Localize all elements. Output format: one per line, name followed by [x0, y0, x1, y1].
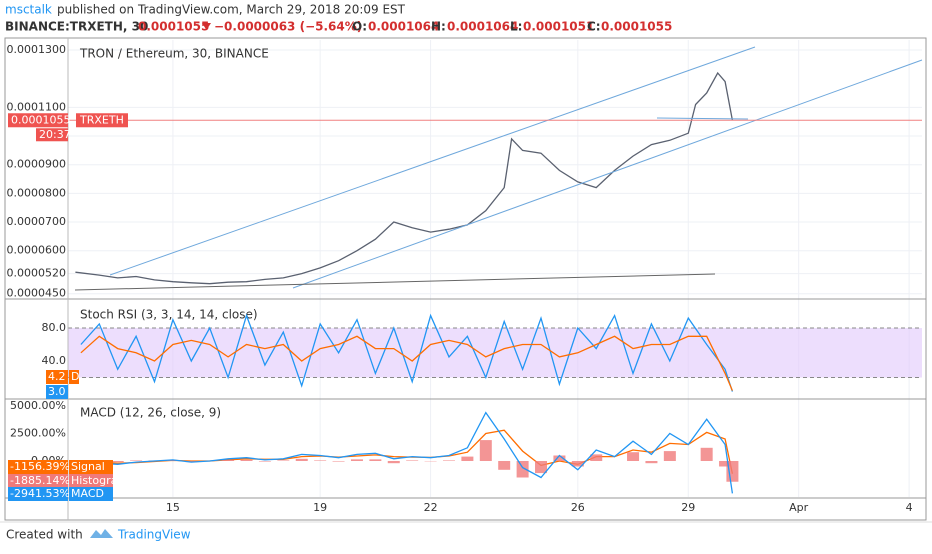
last-price: 0.0001055 — [138, 20, 209, 34]
channel-upper — [110, 47, 755, 275]
histogram-bar — [388, 461, 400, 463]
last-value-label: 3.0 — [48, 385, 66, 398]
plot: 1519222629Apr40.00013000.00011000000.000… — [5, 38, 926, 520]
panel-title: MACD (12, 26, close, 9) — [80, 406, 221, 420]
low: 0.0001051 — [523, 20, 594, 34]
close: 0.0001055 — [601, 20, 672, 34]
histogram-bar — [369, 459, 381, 461]
y-tick-label: 2500.00% — [10, 426, 66, 439]
y-tick-label: 0.0000800 — [7, 186, 67, 199]
y-tick-label: 5000.00% — [10, 399, 66, 412]
histogram-bar — [130, 460, 142, 461]
histogram-bar — [314, 460, 326, 461]
countdown-label: 20:37 — [39, 128, 71, 141]
x-tick-label: 26 — [571, 501, 585, 514]
histogram-bar — [296, 459, 308, 461]
symbol: BINANCE:TRXETH, 30 — [5, 20, 148, 34]
last-value-label: -1885.14% — [10, 474, 70, 487]
change: −0.0000063 (−5.64%) — [214, 20, 362, 34]
y-tick-label: 0.0000520 — [7, 267, 67, 280]
legend-name: Signal — [71, 460, 105, 473]
histogram-bar — [498, 461, 510, 470]
frame — [5, 38, 926, 520]
histogram-bar — [443, 460, 455, 461]
logo — [90, 529, 113, 538]
x-tick-label: 15 — [166, 501, 180, 514]
y-tick-label: 40.0 — [42, 354, 67, 367]
y-tick-label: 0.0000700 — [7, 215, 67, 228]
panel-title: TRON / Ethereum, 30, BINANCE — [79, 47, 269, 61]
histogram-bar — [461, 457, 473, 461]
y-tick-label: 0.0000600 — [7, 244, 67, 257]
brand[interactable]: TradingView — [117, 528, 191, 542]
histogram-bar — [112, 461, 124, 462]
created-with: Created with — [6, 528, 83, 542]
legend-name: D — [71, 370, 79, 383]
histogram-bar — [535, 461, 547, 473]
histogram-bar — [664, 451, 676, 461]
channel-lower — [293, 60, 922, 288]
histogram-bar — [351, 459, 363, 461]
histogram-bar — [480, 440, 492, 461]
published: published on TradingView.com, March 29, … — [57, 3, 406, 17]
histogram-bar — [222, 460, 234, 461]
histogram-bar — [277, 460, 289, 461]
x-tick-label: 22 — [424, 501, 438, 514]
histogram-bar — [645, 461, 657, 463]
l-label: L: — [510, 20, 522, 34]
y-tick-label: 0.0001300 — [7, 43, 67, 56]
h-label: H: — [431, 20, 446, 34]
histogram-bar — [406, 460, 418, 461]
c-label: C: — [587, 20, 601, 34]
legend-name: MACD — [71, 487, 104, 500]
open: 0.0001064 — [368, 20, 439, 34]
histogram-bar — [241, 460, 253, 461]
o-label: O: — [352, 20, 367, 34]
y-tick-label: 0.0000450 — [7, 287, 67, 300]
high: 0.0001064 — [447, 20, 518, 34]
last-price-label: 0.0001055 — [11, 113, 71, 126]
histogram-bar — [701, 448, 713, 461]
level-line — [657, 118, 748, 119]
y-tick-label: 0.0000900 — [7, 158, 67, 171]
x-tick-label: 19 — [313, 501, 327, 514]
histogram-bar — [259, 461, 271, 462]
symbol-line: BINANCE:TRXETH, 30 0.0001055 −0.0000063 … — [5, 20, 672, 34]
x-tick-label: 4 — [906, 501, 913, 514]
ticker-label: TRXETH — [79, 113, 124, 126]
legend-name: Histogram — [71, 474, 128, 487]
series-line — [81, 430, 733, 474]
histogram-bar — [333, 461, 345, 462]
last-value-label: 4.2 — [48, 370, 66, 383]
y-tick-label: 0.0001100 — [7, 100, 67, 113]
last-value-label: -2941.53% — [10, 487, 70, 500]
y-tick-label: 80.0 — [42, 321, 67, 334]
last-value-label: -1156.39% — [10, 460, 70, 473]
panel-title: Stoch RSI (3, 3, 14, 14, close) — [80, 308, 258, 322]
x-tick-label: 29 — [681, 501, 695, 514]
author[interactable]: msctalk — [5, 3, 52, 17]
x-tick-label: Apr — [789, 501, 809, 514]
histogram-bar — [627, 452, 639, 461]
